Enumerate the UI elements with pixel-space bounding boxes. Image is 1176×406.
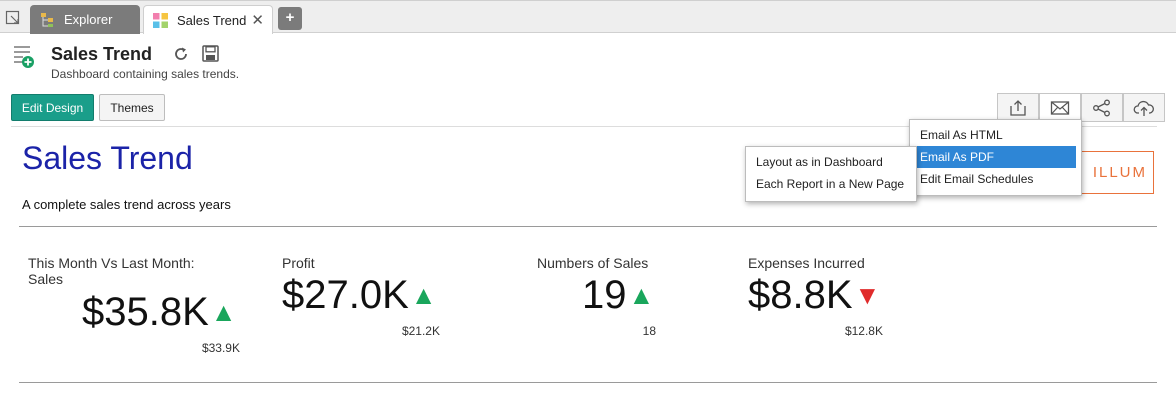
export-icon [1010, 99, 1026, 116]
kpi-sales-value: $35.8K [82, 290, 209, 334]
email-button[interactable] [1039, 93, 1081, 122]
kpi-sales-label-line2: Sales [28, 271, 64, 287]
email-menu: Email As HTML Email As PDF Edit Email Sc… [909, 119, 1082, 196]
share-button[interactable] [1081, 93, 1123, 122]
kpi-number-of-sales-previous: 18 [642, 324, 656, 338]
kpi-expenses-value: $8.8K [748, 273, 853, 317]
new-dashboard-icon[interactable] [12, 44, 36, 70]
kpi-number-of-sales-value: 19 [582, 273, 627, 317]
dashboard-description: A complete sales trend across years [22, 197, 231, 212]
kpi-sales-label-line1: This Month Vs Last Month: [28, 255, 195, 271]
trend-down-icon: ▼ [854, 280, 881, 310]
themes-button[interactable]: Themes [99, 94, 165, 121]
dashboard-title: Sales Trend [22, 140, 193, 176]
add-tab-button[interactable]: + [278, 7, 302, 30]
save-icon[interactable] [202, 45, 219, 62]
edit-design-button[interactable]: Edit Design [11, 94, 94, 121]
kpi-sales-previous: $33.9K [201, 341, 240, 355]
upload-cloud-button[interactable] [1123, 93, 1165, 122]
email-icon [1050, 100, 1070, 115]
toolbar-divider [11, 126, 1157, 127]
logo-text: ILLUM [1092, 164, 1147, 181]
kpi-profit-label: Profit [282, 255, 315, 271]
kpi-expenses-previous: $12.8K [844, 324, 883, 338]
trend-up-icon: ▲ [628, 280, 655, 310]
share-icon [1093, 99, 1110, 116]
kpi-sales-label: This Month Vs Last Month: Sales [28, 255, 195, 287]
page-subtitle: Dashboard containing sales trends. [51, 67, 240, 81]
kpi-number-of-sales-label: Numbers of Sales [537, 255, 649, 271]
trend-up-icon: ▲ [410, 280, 437, 310]
export-button[interactable] [997, 93, 1039, 122]
tab-bar: Explorer Sales Trend ✕ + [0, 0, 1176, 34]
kpi-number-of-sales-value-group: 19 ▲ [582, 273, 654, 318]
page-title: Sales Trend [51, 44, 153, 64]
upload-cloud-icon [1133, 100, 1154, 116]
dashboard-divider-bottom [19, 382, 1157, 383]
tab-sales-trend[interactable]: Sales Trend ✕ [143, 5, 273, 34]
dashboard-divider-top [19, 226, 1157, 227]
menu-item-email-html[interactable]: Email As HTML [920, 128, 1003, 142]
tab-explorer-label: Explorer [64, 12, 113, 27]
kpi-sales-value-group: $35.8K ▲ [82, 290, 237, 335]
refresh-icon[interactable] [173, 46, 189, 62]
kpi-expenses-value-group: $8.8K ▼ [748, 273, 880, 318]
menu-item-each-report-new-page[interactable]: Each Report in a New Page [756, 177, 905, 191]
tab-explorer[interactable]: Explorer [30, 5, 140, 34]
kpi-profit-previous: $21.2K [401, 324, 440, 338]
kpi-expenses-label: Expenses Incurred [748, 255, 865, 271]
dashboard-grid-icon [153, 12, 168, 28]
window-toggle-icon[interactable] [5, 10, 21, 26]
kpi-profit-value: $27.0K [282, 273, 409, 317]
close-icon[interactable]: ✕ [251, 12, 264, 29]
tab-sales-trend-label: Sales Trend [177, 12, 247, 28]
menu-item-layout-as-dashboard[interactable]: Layout as in Dashboard [756, 155, 883, 169]
explorer-tree-icon [41, 12, 53, 27]
kpi-profit-value-group: $27.0K ▲ [282, 273, 437, 318]
trend-up-icon: ▲ [210, 297, 237, 327]
menu-item-edit-email-schedules[interactable]: Edit Email Schedules [920, 172, 1034, 186]
pdf-layout-submenu: Layout as in Dashboard Each Report in a … [745, 146, 917, 202]
menu-item-email-pdf[interactable]: Email As PDF [910, 146, 1076, 168]
